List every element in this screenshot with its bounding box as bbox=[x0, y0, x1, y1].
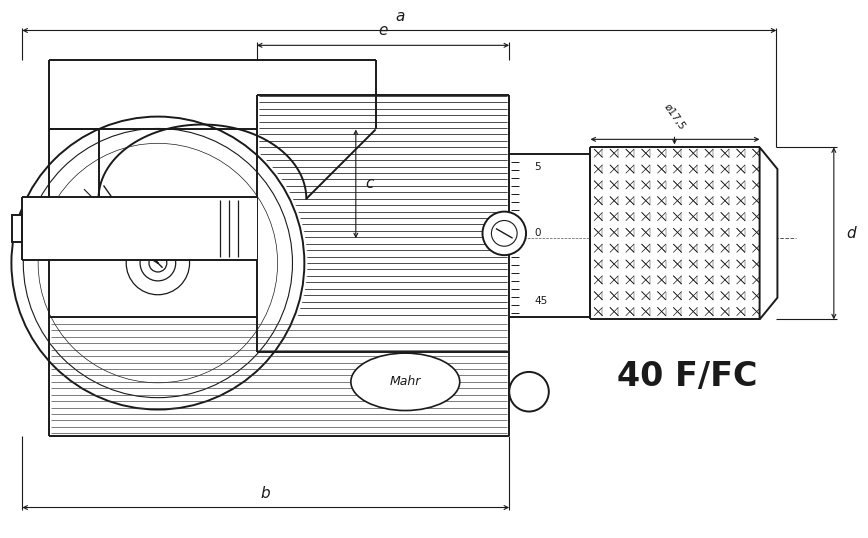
Bar bbox=[49, 60, 98, 436]
Polygon shape bbox=[760, 147, 778, 320]
Text: d: d bbox=[846, 226, 857, 241]
Text: c: c bbox=[365, 176, 374, 192]
Text: 0: 0 bbox=[534, 228, 541, 238]
Circle shape bbox=[126, 231, 189, 295]
Circle shape bbox=[140, 245, 175, 281]
Text: a: a bbox=[396, 9, 405, 24]
Bar bbox=[12, 215, 23, 242]
Text: b: b bbox=[261, 486, 271, 500]
Circle shape bbox=[483, 211, 526, 255]
Text: ø17,5: ø17,5 bbox=[662, 102, 687, 131]
Bar bbox=[23, 197, 257, 260]
Circle shape bbox=[9, 114, 307, 413]
Text: 40 F/FC: 40 F/FC bbox=[617, 360, 758, 393]
Text: 5: 5 bbox=[234, 166, 241, 176]
Bar bbox=[590, 147, 760, 320]
Circle shape bbox=[11, 117, 305, 409]
Text: Mahr: Mahr bbox=[390, 376, 421, 388]
Text: 5: 5 bbox=[534, 162, 541, 172]
Text: e: e bbox=[378, 24, 387, 38]
Circle shape bbox=[149, 254, 167, 272]
Circle shape bbox=[491, 221, 517, 246]
Bar bbox=[257, 95, 510, 317]
Ellipse shape bbox=[351, 353, 460, 410]
Circle shape bbox=[510, 372, 549, 412]
Bar bbox=[510, 154, 590, 317]
Text: 45: 45 bbox=[534, 296, 547, 306]
Text: ø7,5: ø7,5 bbox=[248, 221, 258, 244]
Polygon shape bbox=[49, 60, 376, 130]
Polygon shape bbox=[49, 317, 510, 436]
